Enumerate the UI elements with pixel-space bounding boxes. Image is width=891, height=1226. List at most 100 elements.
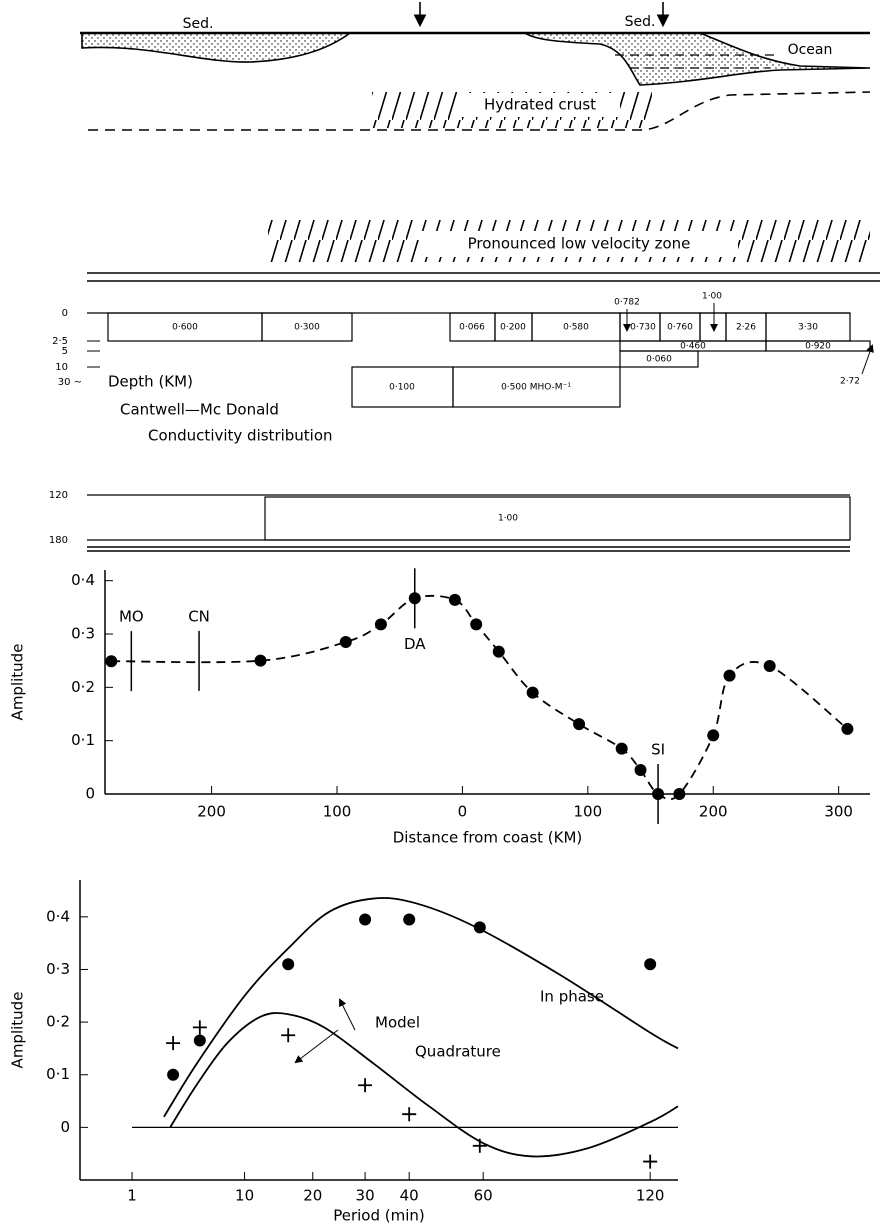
- cell-label: 0·300: [294, 323, 320, 333]
- x-tick-label: 60: [474, 1187, 493, 1205]
- data-point: [167, 1068, 180, 1081]
- label-bg: [460, 93, 620, 117]
- data-point: [359, 913, 372, 926]
- data-point: [723, 669, 736, 682]
- cell-label: 2·26: [736, 323, 756, 333]
- data-point: [403, 913, 416, 926]
- arrow: [339, 998, 356, 1031]
- data-point: [448, 593, 461, 606]
- data-point: [402, 1107, 417, 1122]
- data-point: [707, 729, 720, 742]
- x-tick-label: 100: [323, 803, 352, 821]
- caption: Cantwell—Mc Donald: [120, 401, 279, 419]
- data-point: [192, 1020, 207, 1035]
- data-point: [643, 1154, 658, 1169]
- data-point: [763, 660, 776, 672]
- y-tick-label: 0·3: [71, 625, 95, 643]
- data-point: [282, 958, 295, 971]
- data-point: [193, 1034, 206, 1047]
- cell-label: 0·580: [563, 323, 589, 333]
- y-tick-label: 0·4: [71, 571, 95, 589]
- layer-label: Ocean: [788, 42, 833, 58]
- cell-label: 1·00: [702, 292, 722, 302]
- layer-label: Pronounced low velocity zone: [468, 235, 691, 253]
- y-tick-label: 0·3: [46, 960, 70, 978]
- y-tick-label: 0·1: [71, 731, 95, 749]
- series-label: Model: [375, 1014, 420, 1032]
- caption: Conductivity distribution: [148, 427, 333, 445]
- depth-label: 2·5: [52, 336, 68, 347]
- data-point: [492, 645, 505, 658]
- cell-label: 3·30: [798, 323, 818, 333]
- depth-label: 30 ~: [58, 377, 82, 388]
- x-tick-label: 30: [356, 1187, 375, 1205]
- y-tick-label: 0·2: [46, 1013, 70, 1031]
- x-tick-label: 200: [699, 803, 728, 821]
- y-axis-title: Amplitude: [9, 992, 27, 1069]
- series-label: Quadrature: [415, 1043, 501, 1061]
- cell-label: 0·460: [680, 342, 706, 352]
- x-axis-title: Period (min): [333, 1207, 425, 1225]
- data-point: [841, 722, 854, 735]
- cell-label: 0·920: [805, 342, 831, 352]
- cell-label: 0·782: [614, 298, 640, 308]
- data-point: [634, 764, 647, 776]
- data-point: [470, 618, 483, 631]
- cell-label: 1·00: [498, 514, 518, 524]
- x-tick-label: 10: [235, 1187, 254, 1205]
- station-label: DA: [404, 635, 426, 653]
- x-tick-label: 100: [574, 803, 603, 821]
- model-line: [163, 897, 679, 1118]
- data-point: [673, 788, 686, 800]
- data-point: [339, 636, 352, 648]
- layer-label: Sed.: [183, 16, 214, 32]
- depth-label: 10: [55, 362, 68, 373]
- x-tick-label: 300: [824, 803, 853, 821]
- label-bg: [420, 231, 738, 257]
- data-point: [526, 686, 539, 699]
- y-tick-label: 0·4: [46, 907, 70, 925]
- cell-label: 0·066: [459, 323, 485, 333]
- depth-label: 120: [49, 490, 68, 501]
- cell-label: 0·060: [646, 355, 672, 365]
- model-line: [111, 594, 848, 801]
- y-tick-label: 0: [85, 785, 95, 803]
- cell-label: 0·730: [630, 323, 656, 333]
- y-tick-label: 0: [60, 1118, 70, 1136]
- data-point: [105, 655, 118, 668]
- x-tick-label: 20: [303, 1187, 322, 1205]
- cell-label: 0·600: [172, 323, 198, 333]
- cell-label: 0·760: [667, 323, 693, 333]
- y-axis-title: Amplitude: [9, 644, 27, 721]
- x-tick-label: 1: [127, 1187, 137, 1205]
- layer-label: Hydrated crust: [484, 96, 596, 114]
- data-point: [166, 1036, 181, 1051]
- station-label: SI: [651, 741, 665, 759]
- cell-label: 0·200: [500, 323, 526, 333]
- layer-label: Sed.: [625, 14, 656, 30]
- arrow: [294, 1029, 339, 1064]
- x-tick-label: 120: [636, 1187, 665, 1205]
- x-tick-label: 200: [197, 803, 226, 821]
- depth-label: 5: [62, 346, 68, 357]
- x-tick-label: 40: [400, 1187, 419, 1205]
- model-line: [169, 1012, 679, 1158]
- data-point: [615, 742, 628, 755]
- data-point: [358, 1078, 373, 1093]
- data-point: [254, 654, 267, 667]
- data-point: [573, 718, 586, 731]
- y-tick-label: 0·2: [71, 678, 95, 696]
- depth-label: 180: [49, 535, 68, 546]
- depth-label: 0: [62, 308, 68, 319]
- data-point: [374, 618, 387, 631]
- cell-label: 0·500 MHO-M⁻¹: [501, 383, 571, 393]
- x-tick-label: 0: [458, 803, 468, 821]
- station-label: CN: [188, 607, 210, 625]
- cell-label: 0·100: [389, 383, 415, 393]
- cell-label: 2·72: [840, 377, 860, 387]
- data-point: [281, 1028, 296, 1043]
- station-label: MO: [119, 608, 144, 626]
- conductivity-grid: [87, 303, 874, 552]
- data-point: [644, 958, 657, 971]
